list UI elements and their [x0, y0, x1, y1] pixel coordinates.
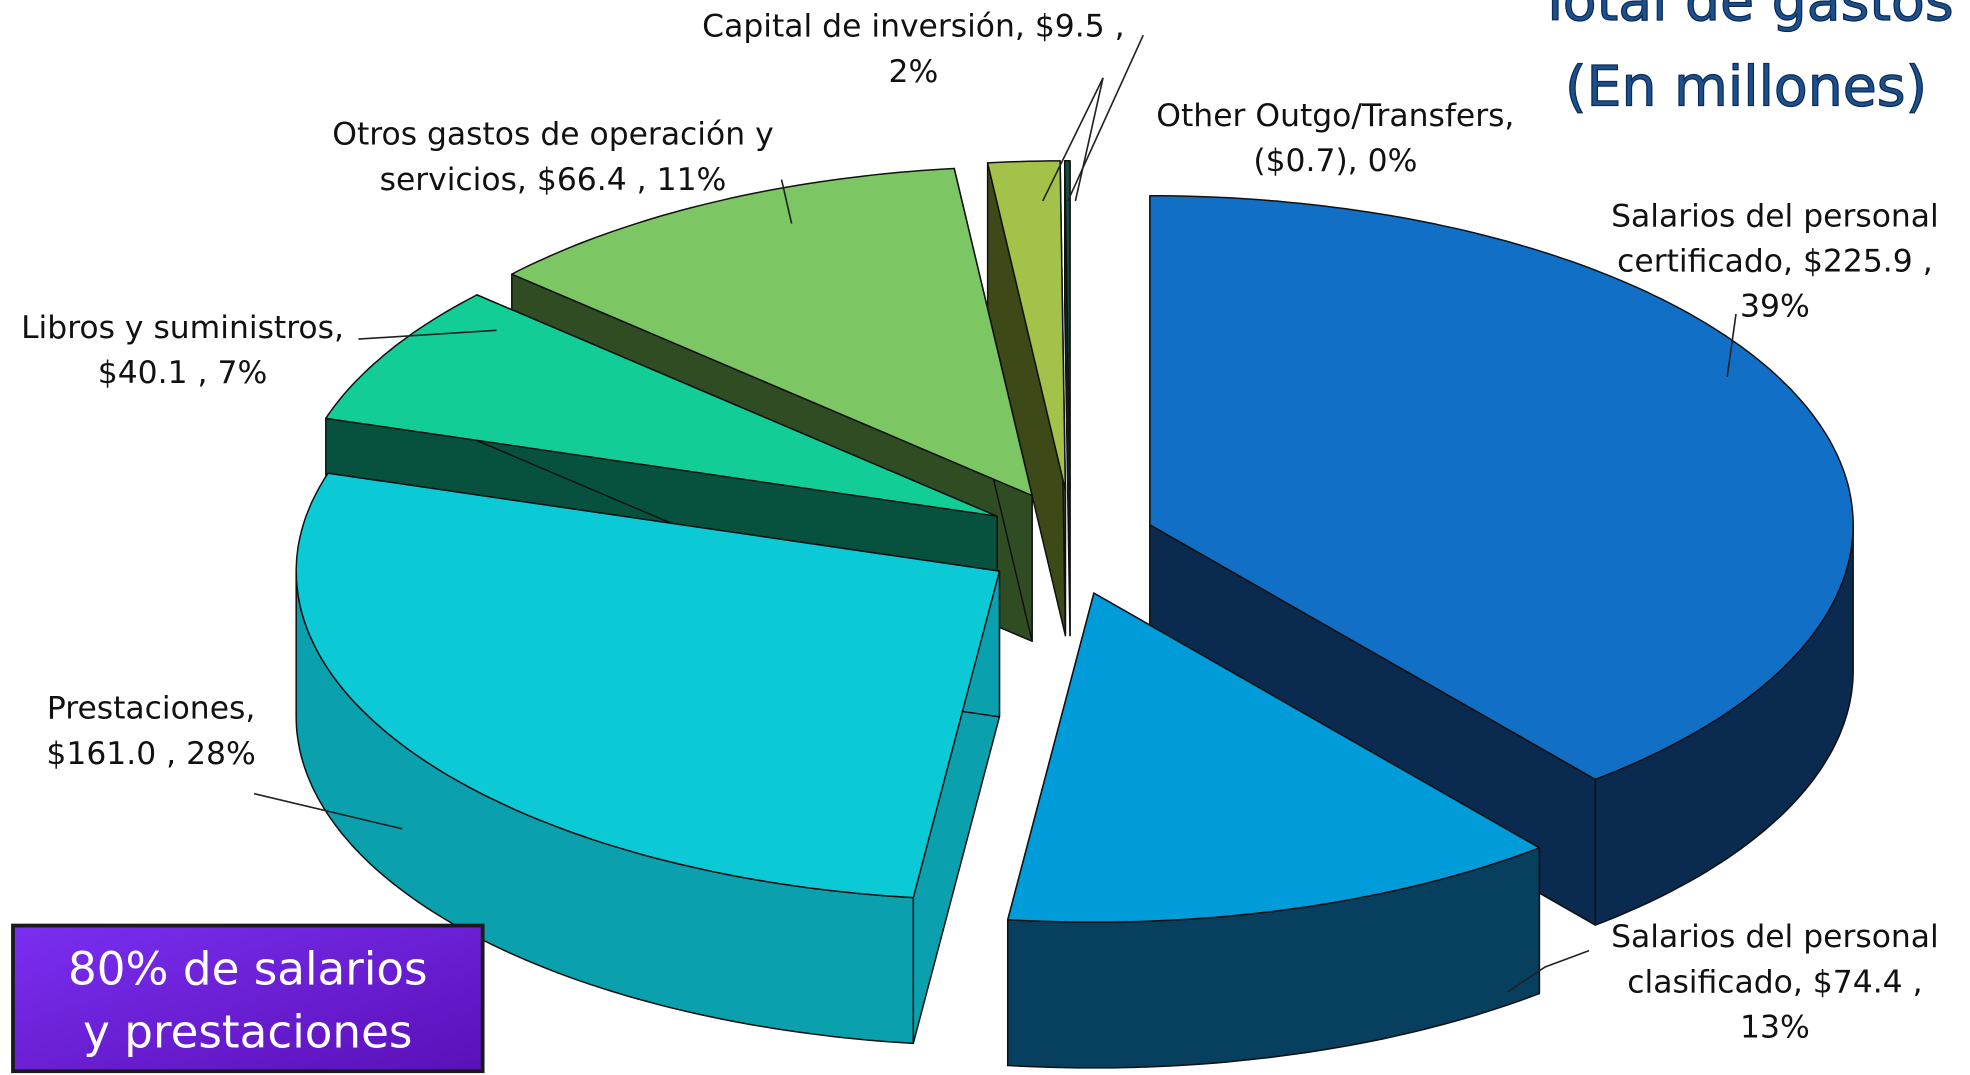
annotation-box — [11, 923, 485, 1074]
chart-title: (En millones) — [1565, 55, 1927, 119]
data-label: 2% — [889, 54, 939, 90]
data-label: servicios, $66.4 , 11% — [380, 162, 727, 198]
data-label: Otros gastos de operación y — [332, 117, 773, 153]
leader-line — [358, 329, 497, 340]
data-label: certificado, $225.9 , — [1617, 243, 1933, 279]
slice — [295, 472, 1001, 899]
annotation: 80% de salarios — [68, 943, 428, 996]
leader-line — [1074, 77, 1104, 202]
data-label: ($0.7), 0% — [1253, 143, 1417, 179]
data-label: Capital de inversión, $9.5 , — [702, 9, 1124, 45]
data-label: $40.1 , 7% — [98, 355, 268, 391]
pie — [295, 159, 1854, 1069]
leader-line — [1726, 313, 1737, 377]
data-label: Other Outgo/Transfers, — [1156, 98, 1514, 134]
slice — [1006, 592, 1541, 923]
slice — [1149, 195, 1854, 781]
data-label: 13% — [1740, 1010, 1810, 1046]
annotation: y prestaciones — [83, 1005, 412, 1058]
slice — [986, 160, 1067, 491]
leader-line — [253, 792, 403, 830]
data-label: $161.0 , 28% — [46, 736, 255, 772]
leader-line — [780, 179, 793, 224]
chart-title: Total de gastos — [1537, 0, 1953, 34]
leader-line — [1067, 34, 1144, 202]
data-label: Salarios del personal — [1611, 198, 1939, 234]
data-label: clasificado, $74.4 , — [1627, 964, 1922, 1000]
data-label: Libros y suministros, — [21, 310, 344, 346]
leader-lines — [253, 34, 1737, 993]
data-label: Prestaciones, — [47, 691, 255, 727]
leader-line — [1042, 77, 1104, 202]
slice — [511, 167, 1033, 497]
data-label: Salarios del personal — [1611, 919, 1939, 955]
data-label: 39% — [1740, 289, 1810, 325]
slice — [325, 294, 998, 518]
leader-line — [1506, 949, 1590, 993]
data-labels: Salarios del personal certificado, $225.9… — [21, 9, 1939, 1046]
slice — [1063, 159, 1071, 491]
